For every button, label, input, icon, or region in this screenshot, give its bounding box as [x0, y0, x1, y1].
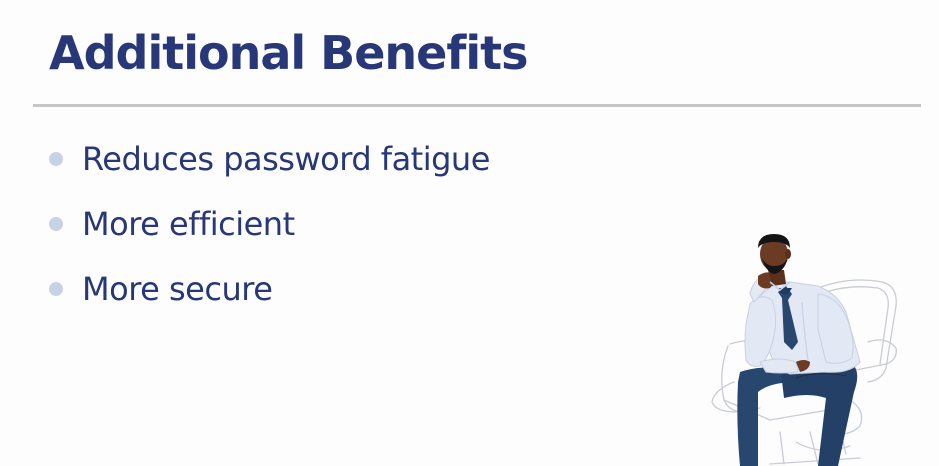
bullet-dot-icon	[49, 281, 63, 296]
bullet-item: More efficient	[49, 191, 490, 256]
bullet-text: More efficient	[82, 204, 295, 243]
bullet-dot-icon	[49, 151, 63, 166]
bullet-text: More secure	[82, 269, 273, 308]
bullet-list: Reduces password fatigue More efficient …	[49, 126, 490, 321]
slide-title: Additional Benefits	[49, 26, 529, 80]
bullet-dot-icon	[49, 216, 63, 231]
bullet-text: Reduces password fatigue	[82, 139, 490, 178]
bullet-item: More secure	[49, 256, 490, 321]
bullet-item: Reduces password fatigue	[49, 126, 490, 191]
thinking-man-in-chair-icon	[711, 234, 897, 466]
title-divider	[33, 104, 921, 107]
